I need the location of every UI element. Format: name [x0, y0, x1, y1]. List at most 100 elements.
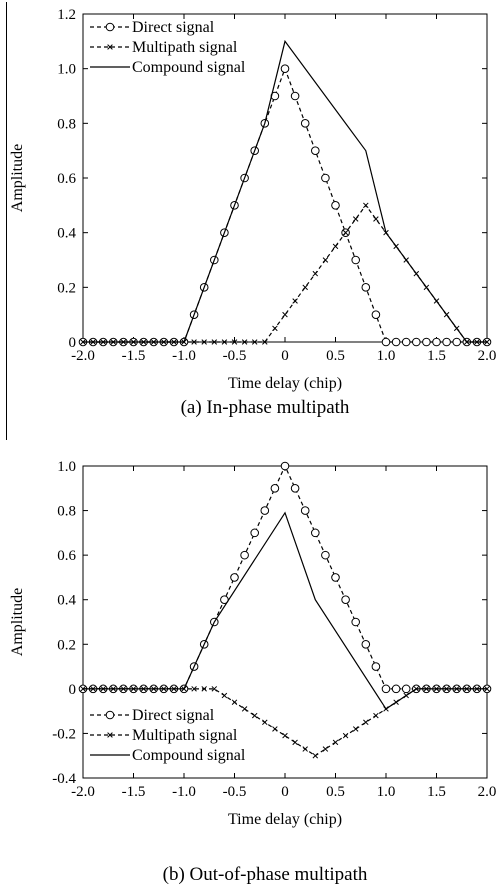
data-point-direct: [351, 617, 361, 627]
legend-marker-circle: [105, 22, 115, 32]
panel-caption: (b) Out-of-phase multipath: [163, 864, 368, 885]
y-tick-label: -0.4: [52, 771, 76, 787]
data-point-multipath: [221, 692, 228, 699]
data-point-multipath: [352, 216, 359, 222]
data-point-multipath: [221, 339, 228, 345]
y-tick-label: 1.2: [57, 7, 76, 23]
data-point-multipath: [292, 298, 298, 304]
data-point-direct: [381, 337, 391, 347]
y-tick-label: 0.6: [57, 171, 76, 187]
data-point-multipath: [282, 732, 288, 739]
data-point-multipath: [322, 257, 329, 263]
y-tick-label: 1.0: [57, 62, 76, 78]
legend-label: Direct signal: [132, 19, 215, 36]
x-tick-label: -1.0: [172, 784, 196, 800]
x-tick-label: 2.0: [478, 784, 497, 800]
data-point-direct: [270, 483, 280, 493]
data-point-multipath: [312, 752, 319, 759]
data-point-multipath: [201, 339, 207, 345]
data-point-direct: [331, 201, 340, 210]
x-tick-label: -2.0: [71, 784, 95, 800]
data-point-multipath: [373, 216, 379, 222]
data-point-direct: [280, 64, 290, 73]
data-point-multipath: [363, 202, 369, 209]
series-line-compound-signal: [83, 39, 487, 343]
data-point-multipath: [272, 325, 278, 332]
data-point-direct: [311, 528, 320, 538]
data-point-multipath: [302, 284, 308, 291]
data-point-direct: [401, 684, 411, 694]
legend-entry-compound-signal: Compound signal: [90, 59, 246, 76]
x-axis-label: Time delay (chip): [228, 375, 342, 392]
y-tick-label: 0.4: [57, 226, 76, 242]
x-tick-label: 0.5: [326, 348, 345, 364]
data-point-multipath: [342, 732, 349, 739]
x-tick-label: 1.0: [377, 348, 396, 364]
x-tick-label: 1.0: [377, 784, 396, 800]
data-point-multipath: [191, 686, 197, 692]
data-point-multipath: [282, 311, 288, 318]
x-tick-label: 2.0: [478, 348, 497, 364]
data-point-direct: [260, 506, 270, 515]
data-point-direct: [300, 506, 310, 515]
legend-entry-multipath-signal: Multipath signal: [90, 39, 238, 56]
data-point-direct: [230, 573, 239, 582]
legend-label: Compound signal: [132, 59, 246, 76]
data-point-direct: [371, 310, 381, 319]
data-point-direct: [442, 337, 451, 347]
data-point-multipath: [373, 712, 379, 719]
y-tick-label: 0.8: [57, 504, 76, 520]
legend-marker-x: [107, 44, 113, 50]
y-tick-label: 0.6: [57, 548, 76, 564]
series-line-direct-signal: [83, 66, 487, 343]
y-axis-label: Amplitude: [9, 144, 26, 212]
data-point-multipath: [322, 746, 329, 752]
data-point-multipath: [272, 726, 278, 732]
data-point-multipath: [262, 719, 268, 726]
x-tick-label: -0.5: [223, 348, 247, 364]
x-tick-label: -0.5: [223, 784, 247, 800]
data-point-direct: [311, 146, 320, 155]
data-point-direct: [381, 684, 391, 694]
data-point-multipath: [241, 339, 248, 345]
data-point-direct: [452, 337, 462, 347]
legend-label: Compound signal: [132, 747, 246, 764]
data-point-direct: [250, 528, 259, 538]
x-tick-label: 0.5: [326, 784, 345, 800]
data-point-direct: [351, 255, 361, 265]
x-tick-label: -1.5: [122, 348, 146, 364]
data-point-direct: [331, 573, 340, 582]
data-point-multipath: [352, 726, 359, 732]
data-point-direct: [321, 550, 330, 560]
legend-marker-x: [107, 732, 113, 738]
data-point-multipath: [302, 746, 308, 752]
data-point-multipath: [251, 712, 258, 719]
data-point-multipath: [312, 270, 319, 277]
series-line-compound-signal: [83, 511, 487, 710]
legend-entry-direct-signal: Direct signal: [90, 19, 215, 36]
chart-panel-b: -2.0 -1.5 -1.0 -0.5 0 0.5 1.0 1.5 2.0 -0.4 -0.2 0 0.…: [9, 459, 496, 885]
y-tick-label: 0: [69, 682, 77, 698]
legend-entry-multipath-signal: Multipath signal: [90, 727, 238, 744]
data-point-multipath: [201, 686, 207, 692]
data-point-direct: [432, 337, 441, 347]
y-tick-label: 0.4: [57, 593, 76, 609]
data-point-direct: [422, 337, 431, 347]
legend-label: Multipath signal: [132, 39, 238, 56]
data-point-multipath: [363, 719, 369, 726]
data-point-multipath: [191, 339, 197, 345]
data-point-multipath: [332, 739, 339, 746]
data-point-direct: [240, 550, 249, 560]
data-point-direct: [290, 483, 300, 493]
y-tick-label: -0.2: [52, 726, 76, 742]
data-point-multipath: [292, 739, 298, 746]
data-point-multipath: [241, 706, 248, 712]
data-point-direct: [361, 639, 371, 649]
data-point-direct: [280, 461, 290, 471]
data-point-multipath: [251, 339, 258, 345]
x-tick-label: 1.5: [427, 348, 446, 364]
x-axis-label: Time delay (chip): [228, 811, 342, 828]
data-point-direct: [371, 662, 381, 671]
x-tick-label: -1.0: [172, 348, 196, 364]
